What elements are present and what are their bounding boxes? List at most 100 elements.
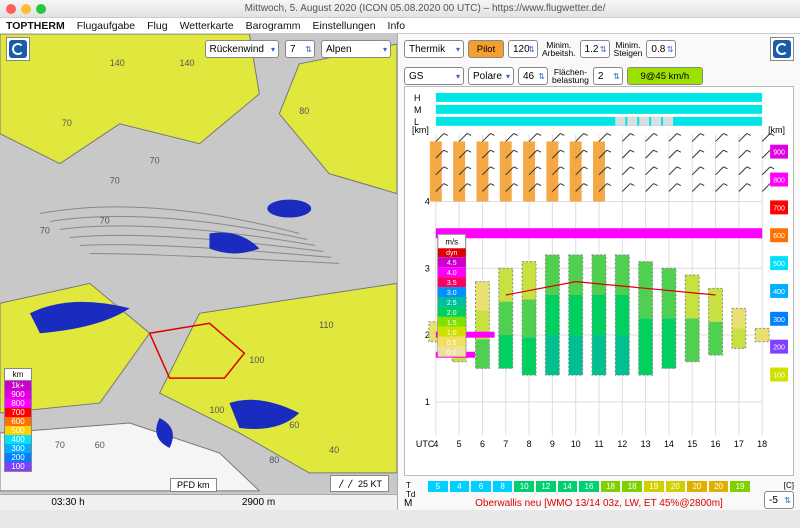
pfd-label: PFD km bbox=[170, 478, 217, 492]
traffic-lights bbox=[6, 4, 46, 14]
svg-text:100: 100 bbox=[209, 405, 224, 415]
menu-items: Flugaufgabe Flug Wetterkarte Barogramm Einst… bbox=[77, 20, 417, 32]
svg-text:0.0: 0.0 bbox=[447, 350, 457, 357]
svg-text:80: 80 bbox=[299, 106, 309, 116]
speed-pill: 9@45 km/h bbox=[627, 67, 703, 85]
svg-text:70: 70 bbox=[40, 225, 50, 235]
svg-text:700: 700 bbox=[773, 205, 785, 212]
svg-text:100: 100 bbox=[773, 373, 785, 380]
svg-text:3.5: 3.5 bbox=[447, 280, 457, 287]
minimize-icon[interactable] bbox=[21, 4, 31, 14]
min-steig-label: Minim.Steigen bbox=[614, 41, 643, 58]
map-canvas[interactable]: 1401407080707070701101001006060704080 bbox=[0, 34, 397, 509]
svg-text:60: 60 bbox=[289, 420, 299, 430]
wind-value[interactable]: 7 bbox=[285, 40, 315, 58]
svg-text:7: 7 bbox=[503, 439, 508, 449]
svg-text:15: 15 bbox=[687, 439, 697, 449]
svg-text:800: 800 bbox=[773, 178, 785, 185]
status-location: Oberwallis neu [WMO 13/14 03z, LW, ET 45… bbox=[398, 498, 800, 509]
status-alt: 2900 m bbox=[128, 497, 389, 508]
svg-text:17: 17 bbox=[734, 439, 744, 449]
svg-text:40: 40 bbox=[329, 445, 339, 455]
region-select[interactable]: Alpen bbox=[321, 40, 391, 58]
chart-area[interactable]: HML[km][km]4567891011121314151617181234U… bbox=[404, 86, 794, 476]
svg-text:1.0: 1.0 bbox=[447, 330, 457, 337]
menu-item[interactable]: Flugaufgabe bbox=[77, 20, 135, 32]
svg-text:9: 9 bbox=[550, 439, 555, 449]
svg-text:M: M bbox=[414, 105, 421, 115]
min-steig-val[interactable]: 0.8 bbox=[646, 40, 676, 58]
gs-select[interactable]: GS bbox=[404, 67, 464, 85]
svg-text:100: 100 bbox=[249, 355, 264, 365]
statusbar-left: 03:30 h 2900 m bbox=[0, 494, 397, 510]
svg-text:900: 900 bbox=[773, 150, 785, 157]
svg-text:70: 70 bbox=[110, 176, 120, 186]
chart-panel: Thermik Pilot 120 Minim.Arbeitsh. 1.2 Mi… bbox=[398, 34, 800, 510]
svg-text:3: 3 bbox=[425, 263, 430, 273]
close-icon[interactable] bbox=[6, 4, 16, 14]
svg-text:dyn: dyn bbox=[446, 250, 457, 257]
svg-text:m/s: m/s bbox=[445, 237, 458, 246]
svg-text:0.5: 0.5 bbox=[447, 340, 457, 347]
svg-text:H: H bbox=[414, 93, 420, 103]
svg-text:8: 8 bbox=[527, 439, 532, 449]
map-panel: 1401407080707070701101001006060704080 Rü… bbox=[0, 34, 398, 510]
param-row-1: Thermik Pilot 120 Minim.Arbeitsh. 1.2 Mi… bbox=[398, 34, 800, 64]
zoom-icon[interactable] bbox=[36, 4, 46, 14]
svg-text:70: 70 bbox=[150, 156, 160, 166]
svg-text:60: 60 bbox=[95, 440, 105, 450]
svg-text:16: 16 bbox=[711, 439, 721, 449]
min-arbeit-val[interactable]: 1.2 bbox=[580, 40, 610, 58]
svg-text:400: 400 bbox=[773, 289, 785, 296]
menu-app[interactable]: TOPTHERM bbox=[6, 20, 65, 32]
svg-text:4: 4 bbox=[425, 197, 430, 207]
svg-text:4.0: 4.0 bbox=[447, 270, 457, 277]
kt25-label: 〳〳 25 KT bbox=[330, 475, 389, 492]
svg-text:80: 80 bbox=[269, 455, 279, 465]
wind-select[interactable]: Rückenwind bbox=[205, 40, 279, 58]
svg-text:1.5: 1.5 bbox=[447, 320, 457, 327]
legend-km: km 1k+900800700600500400300200100 bbox=[4, 368, 32, 472]
svg-text:UTC: UTC bbox=[416, 439, 435, 449]
svg-text:2.5: 2.5 bbox=[447, 300, 457, 307]
param-row-2: GS Polare 46 Flächen-belastung 2 9@45 km… bbox=[398, 64, 800, 88]
svg-text:[km]: [km] bbox=[412, 125, 429, 135]
pilot-pill[interactable]: Pilot bbox=[468, 40, 504, 58]
svg-text:5: 5 bbox=[457, 439, 462, 449]
min-arbeit-label: Minim.Arbeitsh. bbox=[542, 41, 576, 58]
svg-text:500: 500 bbox=[773, 261, 785, 268]
menubar: TOPTHERM Flugaufgabe Flug Wetterkarte Barog… bbox=[0, 18, 800, 34]
polare-select[interactable]: Polare bbox=[468, 67, 514, 85]
svg-text:4.5: 4.5 bbox=[447, 260, 457, 267]
svg-text:14: 14 bbox=[664, 439, 674, 449]
svg-text:600: 600 bbox=[773, 233, 785, 240]
svg-text:6: 6 bbox=[480, 439, 485, 449]
polare-val[interactable]: 46 bbox=[518, 67, 548, 85]
svg-text:70: 70 bbox=[62, 118, 72, 128]
svg-text:3.0: 3.0 bbox=[447, 290, 457, 297]
svg-text:13: 13 bbox=[641, 439, 651, 449]
flaechen-val[interactable]: 2 bbox=[593, 67, 623, 85]
svg-text:110: 110 bbox=[319, 320, 333, 330]
svg-text:70: 70 bbox=[55, 440, 65, 450]
legend-km-header: km bbox=[5, 369, 31, 381]
svg-text:300: 300 bbox=[773, 317, 785, 324]
flaechen-label: Flächen-belastung bbox=[552, 68, 589, 85]
menu-item[interactable]: Einstellungen bbox=[313, 20, 376, 32]
thermik-val[interactable]: 120 bbox=[508, 40, 538, 58]
temperature-row: TTd54681012141618181920202019[C]-5 bbox=[428, 481, 750, 492]
svg-text:70: 70 bbox=[100, 216, 110, 226]
window-title: Mittwoch, 5. August 2020 (ICON 05.08.202… bbox=[56, 3, 794, 14]
menu-item[interactable]: Flug bbox=[147, 20, 167, 32]
menu-item[interactable]: Barogramm bbox=[246, 20, 301, 32]
svg-text:11: 11 bbox=[594, 439, 603, 449]
menu-item[interactable]: Info bbox=[388, 20, 406, 32]
svg-text:10: 10 bbox=[571, 439, 581, 449]
dwd-logo-right bbox=[770, 37, 794, 61]
svg-text:12: 12 bbox=[617, 439, 627, 449]
thermik-select[interactable]: Thermik bbox=[404, 40, 464, 58]
svg-text:18: 18 bbox=[757, 439, 767, 449]
menu-item[interactable]: Wetterkarte bbox=[180, 20, 234, 32]
dwd-logo bbox=[6, 37, 30, 61]
titlebar: Mittwoch, 5. August 2020 (ICON 05.08.202… bbox=[0, 0, 800, 18]
